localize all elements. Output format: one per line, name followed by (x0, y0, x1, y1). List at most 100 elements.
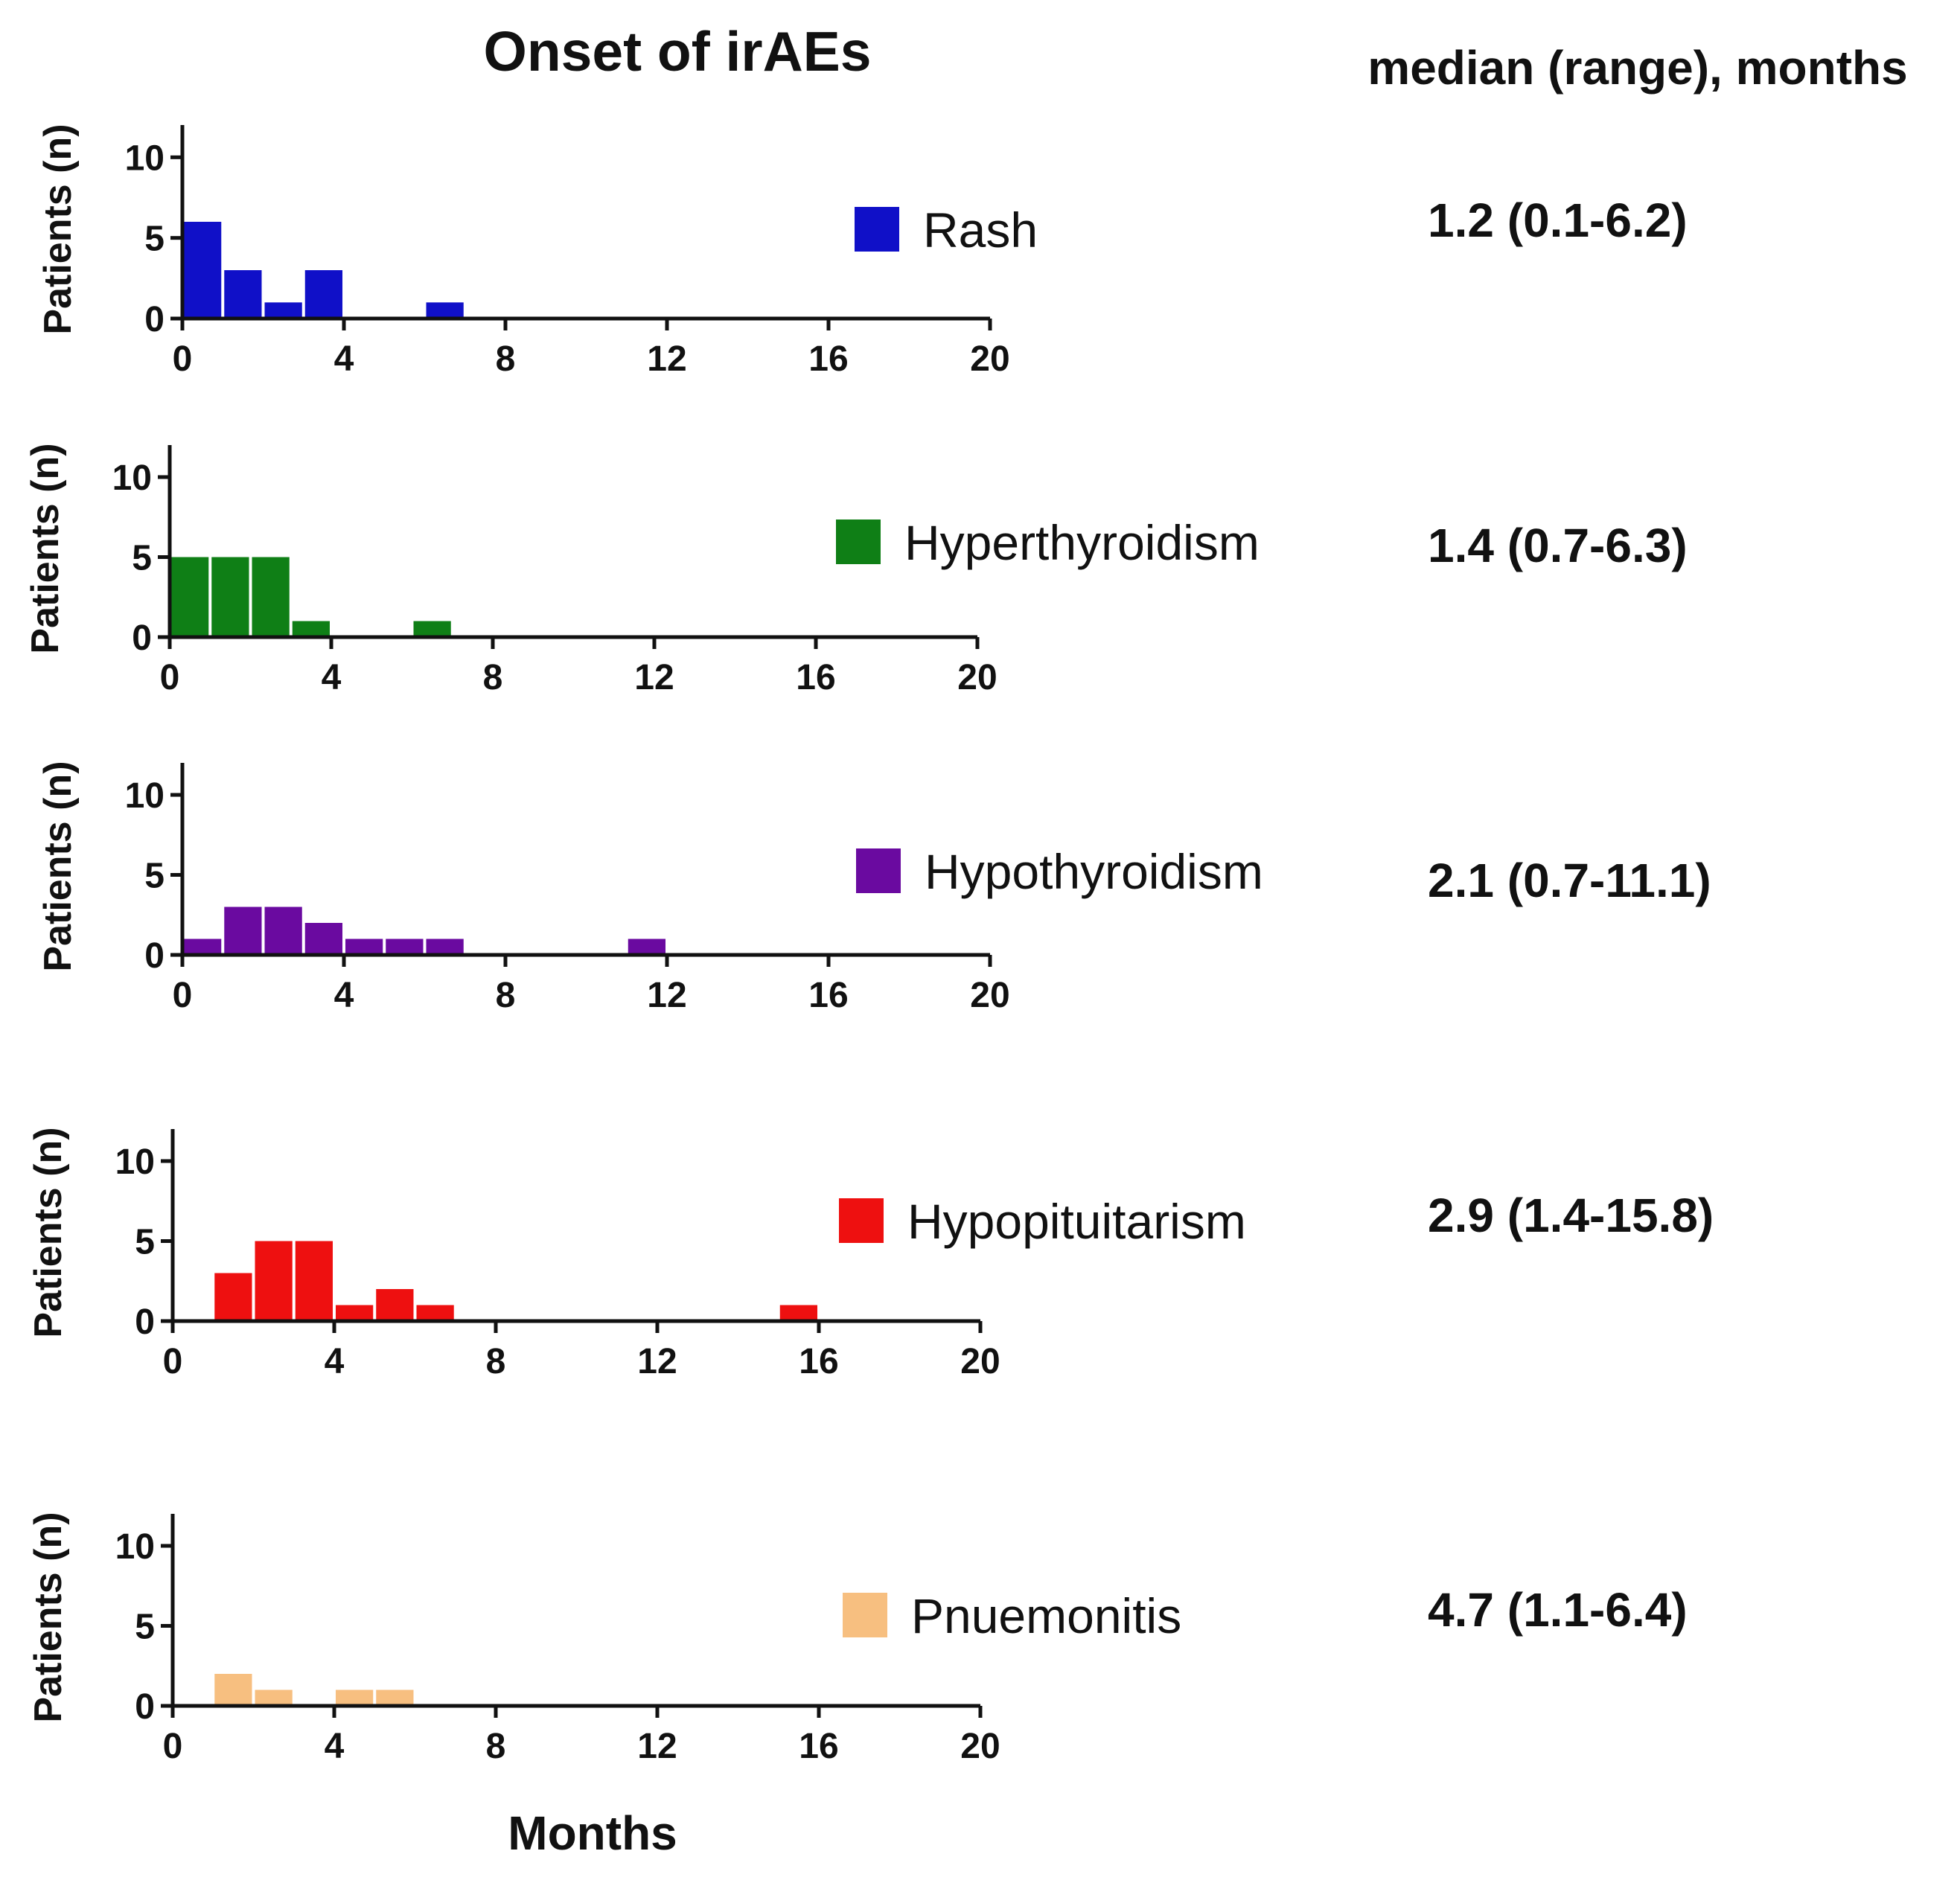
bar (264, 907, 302, 955)
x-tick-label: 0 (173, 339, 193, 379)
panel-rash: 0 4 8 12 16 20 0 5 10 Patients (n) Rash 1.2 (0.1-6.… (36, 124, 1688, 379)
x-tick-label: 12 (637, 1342, 677, 1381)
y-axis-label: Patients (n) (36, 124, 80, 334)
bar (413, 621, 451, 637)
bar (292, 621, 330, 637)
bar (386, 939, 424, 955)
x-tick-label: 12 (647, 339, 686, 379)
y-tick-label: 0 (135, 1302, 155, 1342)
x-tick-label: 20 (970, 339, 1009, 379)
x-tick-label: 0 (173, 976, 193, 1015)
panel-hypopituitarism: 0 4 8 12 16 20 0 5 10 Patients (n) Hypopituitarism… (27, 1127, 1714, 1381)
x-tick-label: 16 (808, 976, 848, 1015)
median-range-value: 1.4 (0.7-6.3) (1428, 519, 1688, 572)
bar (336, 1305, 374, 1321)
x-tick-label: 8 (486, 1727, 506, 1766)
y-tick-label: 10 (115, 1527, 155, 1567)
bar (224, 907, 262, 955)
histogram-panels: 0 4 8 12 16 20 0 5 10 Patients (n) Rash 1.2 (0.1-6.… (24, 124, 1714, 1766)
bar (628, 939, 665, 955)
y-tick-label: 5 (135, 1223, 155, 1262)
y-tick-label: 5 (132, 539, 152, 578)
x-tick-label: 4 (325, 1727, 345, 1766)
bar (295, 1241, 333, 1321)
y-tick-label: 5 (144, 857, 165, 896)
y-tick-label: 0 (132, 618, 152, 658)
x-tick-label: 4 (322, 658, 342, 697)
x-tick-label: 16 (799, 1342, 838, 1381)
bar (304, 923, 342, 955)
y-axis-label: Patients (n) (24, 443, 67, 653)
median-range-value: 4.7 (1.1-6.4) (1428, 1583, 1688, 1637)
y-tick-label: 0 (135, 1687, 155, 1727)
legend-swatch (839, 1198, 884, 1243)
bar (336, 1689, 374, 1706)
bar (224, 270, 262, 319)
legend-label: Hypothyroidism (925, 844, 1263, 899)
bar (416, 1305, 454, 1321)
legend-swatch (855, 207, 899, 252)
bar (779, 1305, 817, 1321)
bar (376, 1289, 414, 1321)
bar (376, 1689, 414, 1706)
bar (184, 222, 222, 319)
x-tick-label: 4 (334, 976, 354, 1015)
y-tick-label: 10 (125, 776, 165, 816)
bar (426, 302, 464, 319)
median-range-value: 2.9 (1.4-15.8) (1428, 1189, 1714, 1242)
x-tick-label: 4 (325, 1342, 345, 1381)
x-tick-label: 20 (970, 976, 1009, 1015)
bar (214, 1674, 252, 1706)
bar (255, 1241, 293, 1321)
x-tick-label: 16 (799, 1727, 838, 1766)
stats-header: median (range), months (1367, 41, 1907, 95)
median-range-value: 2.1 (0.7-11.1) (1428, 854, 1711, 907)
bar (304, 270, 342, 319)
bar (426, 939, 464, 955)
panel-hypothyroidism: 0 4 8 12 16 20 0 5 10 Patients (n) Hypothyroidism 2… (36, 761, 1711, 1015)
y-tick-label: 0 (144, 300, 165, 339)
bar (214, 1273, 252, 1321)
bar (211, 557, 249, 637)
median-range-value: 1.2 (0.1-6.2) (1428, 194, 1688, 247)
y-axis-label: Patients (n) (27, 1512, 70, 1722)
x-tick-label: 8 (483, 658, 503, 697)
x-tick-label: 0 (163, 1342, 183, 1381)
bar (184, 939, 222, 955)
legend-label: Hyperthyroidism (904, 515, 1260, 570)
panel-hyperthyroidism: 0 4 8 12 16 20 0 5 10 Patients (n) Hyperthyroidism… (24, 443, 1688, 697)
x-tick-label: 8 (496, 976, 516, 1015)
bar (264, 302, 302, 319)
y-tick-label: 10 (112, 458, 152, 498)
x-tick-label: 16 (796, 658, 835, 697)
x-tick-label: 4 (334, 339, 354, 379)
legend-swatch (843, 1593, 887, 1637)
bar (345, 939, 383, 955)
x-tick-label: 20 (960, 1342, 1000, 1381)
y-tick-label: 0 (144, 936, 165, 976)
x-tick-label: 12 (647, 976, 686, 1015)
figure-title: Onset of irAEs (484, 20, 872, 83)
x-tick-label: 16 (808, 339, 848, 379)
bar (255, 1689, 293, 1706)
x-tick-label: 0 (163, 1727, 183, 1766)
x-tick-label: 20 (957, 658, 997, 697)
y-tick-label: 5 (144, 220, 165, 259)
x-tick-label: 12 (634, 658, 674, 697)
x-tick-label: 20 (960, 1727, 1000, 1766)
legend-swatch (856, 848, 901, 893)
bar (171, 557, 209, 637)
legend-label: Hypopituitarism (907, 1194, 1246, 1249)
y-tick-label: 5 (135, 1608, 155, 1647)
y-tick-label: 10 (125, 138, 165, 178)
legend-label: Rash (923, 202, 1038, 258)
x-tick-label: 8 (486, 1342, 506, 1381)
x-tick-label: 8 (496, 339, 516, 379)
legend-label: Pnuemonitis (911, 1588, 1181, 1643)
x-axis-label: Months (508, 1806, 677, 1860)
y-axis-label: Patients (n) (27, 1127, 70, 1337)
x-tick-label: 12 (637, 1727, 677, 1766)
y-axis-label: Patients (n) (36, 761, 80, 971)
panel-pnuemonitis: 0 4 8 12 16 20 0 5 10 Patients (n) Pnuemonitis 4.7 … (27, 1512, 1688, 1766)
